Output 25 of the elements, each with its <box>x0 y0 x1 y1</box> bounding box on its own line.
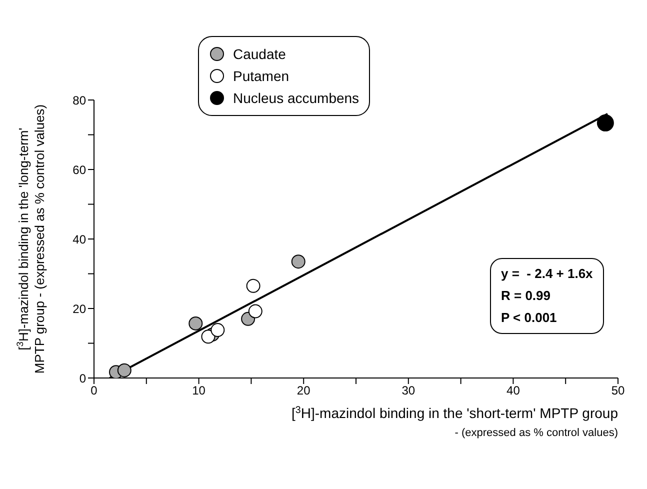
annotation: P < 0.001 <box>501 309 558 327</box>
x-tick-label: 40 <box>506 384 520 398</box>
point <box>248 304 262 318</box>
x-tick-label: 30 <box>402 384 416 398</box>
x-tick-label: 50 <box>611 384 625 398</box>
point <box>210 323 225 338</box>
point <box>117 363 132 378</box>
x-tick-label: 0 <box>90 384 98 398</box>
point <box>596 114 614 132</box>
annotation: R = 0.99 <box>501 287 552 305</box>
y-tick-label: 80 <box>72 93 86 108</box>
y-tick-label: 40 <box>72 232 86 246</box>
x-axis-title: [$^{3}$H]-mazindol binding in the 'short-term' MPTP group - (expressed as % control values) <box>292 404 618 439</box>
x-tick-label: 20 <box>296 384 311 398</box>
y-tick-label: 60 <box>72 162 86 177</box>
annotation: y = - 2.4 + 1.6x <box>501 265 593 283</box>
x-tick-label: 10 <box>192 384 206 398</box>
point <box>201 330 216 344</box>
point <box>291 254 306 269</box>
y-tick-label: 20 <box>72 302 86 316</box>
point <box>188 316 203 330</box>
y-tick-label: 0 <box>79 371 86 386</box>
legend-label: Nucleus accumbens <box>233 89 360 108</box>
legend-label: Caudate <box>233 45 286 64</box>
legend-label: Putamen <box>233 67 290 86</box>
